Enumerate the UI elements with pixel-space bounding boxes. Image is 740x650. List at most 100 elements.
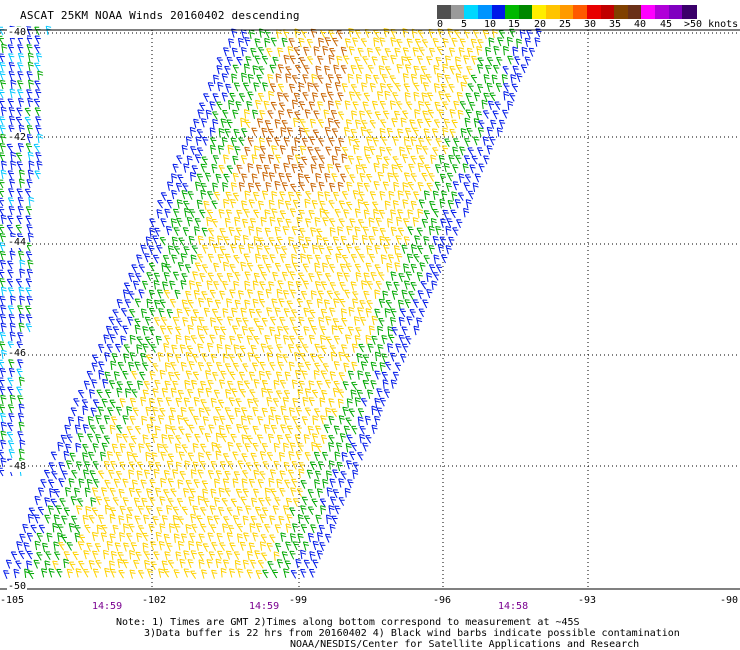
wind-barb <box>225 83 232 93</box>
wind-barb <box>200 523 207 533</box>
wind-barb <box>311 73 318 84</box>
wind-barb <box>331 325 338 335</box>
wind-barb <box>226 507 233 516</box>
wind-barb <box>384 237 391 246</box>
wind-barb <box>223 173 230 183</box>
wind-barb <box>194 226 200 236</box>
wind-barb <box>210 353 217 363</box>
wind-barb <box>229 542 236 552</box>
wind-barb <box>134 515 141 525</box>
wind-barb <box>343 272 350 282</box>
wind-barb <box>333 425 340 435</box>
wind-barb <box>307 506 315 516</box>
lat-label-3: -44 <box>7 237 28 248</box>
wind-barb <box>0 341 6 351</box>
wind-barb <box>390 317 397 327</box>
wind-barb <box>348 136 355 146</box>
wind-barb <box>168 371 175 382</box>
wind-barb <box>122 478 129 488</box>
wind-barb <box>193 397 200 407</box>
wind-barb <box>0 89 5 99</box>
wind-barb <box>421 92 428 102</box>
wind-barb <box>334 163 342 173</box>
wind-barb <box>477 127 484 137</box>
wind-barb <box>177 516 184 525</box>
wind-barb <box>405 101 413 110</box>
wind-barb <box>91 507 98 517</box>
wind-barb <box>404 92 411 102</box>
wind-barb <box>257 325 264 335</box>
wind-barb <box>19 259 26 270</box>
wind-barb <box>282 93 290 102</box>
wind-barb <box>284 560 291 570</box>
wind-barb <box>9 250 16 261</box>
wind-barb <box>474 173 481 183</box>
wind-barb <box>163 489 170 498</box>
wind-barb <box>190 550 197 560</box>
wind-barb <box>284 200 292 210</box>
wind-barb <box>498 30 506 39</box>
wind-barb <box>232 155 239 166</box>
wind-barb <box>194 154 201 164</box>
wind-barb <box>166 199 173 209</box>
wind-barb <box>26 296 33 306</box>
wind-barb <box>166 460 173 470</box>
wind-barb <box>209 524 217 534</box>
wind-barb <box>345 443 352 453</box>
wind-barb <box>164 362 171 372</box>
wind-barb <box>187 191 194 200</box>
wind-barb <box>8 314 15 324</box>
wind-barb <box>205 109 212 120</box>
wind-barb <box>338 200 346 210</box>
wind-barb <box>342 406 349 416</box>
wind-barb <box>325 407 332 417</box>
wind-barb <box>190 513 197 524</box>
wind-barb <box>138 289 145 299</box>
wind-barb <box>177 390 184 399</box>
wind-barb <box>456 64 463 74</box>
wind-barb <box>144 316 151 326</box>
wind-barb <box>378 298 385 308</box>
wind-barb <box>15 152 23 162</box>
wind-barb <box>25 287 32 297</box>
wind-barb <box>236 209 243 219</box>
wind-barb <box>277 199 284 209</box>
wind-barb <box>165 397 172 407</box>
wind-barb <box>339 263 347 273</box>
wind-barb <box>279 145 286 155</box>
wind-barb <box>149 371 156 381</box>
wind-barb <box>261 507 269 517</box>
wind-barb <box>261 317 268 327</box>
wind-barb <box>126 381 133 391</box>
wind-barb <box>136 470 143 480</box>
wind-barb <box>276 559 284 569</box>
wind-barb <box>157 200 164 209</box>
wind-barb <box>57 524 64 533</box>
wind-barb <box>7 215 14 225</box>
wind-barb <box>3 570 10 579</box>
wind-barb <box>27 52 34 63</box>
wind-barb <box>266 542 273 552</box>
wind-barb <box>290 309 298 318</box>
wind-barb <box>526 29 533 39</box>
wind-barb <box>137 570 145 579</box>
wind-barb <box>338 372 345 382</box>
wind-barb <box>329 496 337 506</box>
wind-barb <box>423 210 430 220</box>
wind-barb <box>197 325 204 335</box>
wind-barb <box>445 225 452 236</box>
wind-barb <box>279 253 286 263</box>
wind-barb <box>242 515 249 525</box>
wind-barb <box>347 155 355 165</box>
wind-barb <box>88 515 95 524</box>
wind-barb <box>359 173 366 183</box>
wind-barb <box>63 450 70 461</box>
wind-barb <box>320 370 327 380</box>
wind-barb <box>356 156 363 166</box>
wind-barb <box>266 352 273 362</box>
wind-barb <box>134 298 141 308</box>
wind-barb <box>136 461 144 471</box>
wind-barb <box>363 209 370 219</box>
wind-barb <box>283 308 290 318</box>
wind-barb <box>194 262 202 272</box>
